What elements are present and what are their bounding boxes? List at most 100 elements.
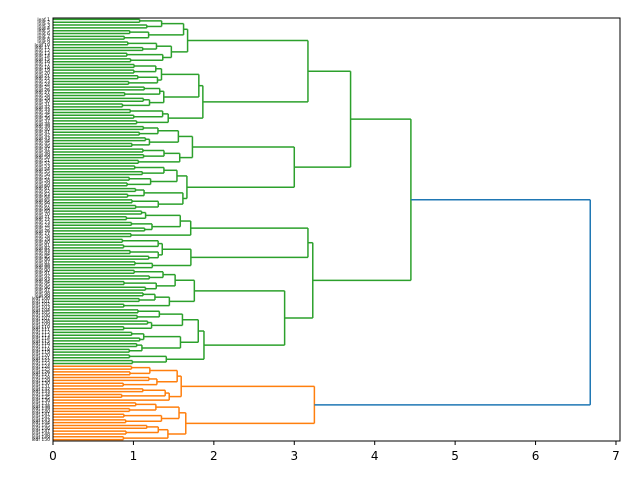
leaf-label: leaf 89 xyxy=(34,265,50,271)
leaf-label: leaf 53 xyxy=(34,164,50,170)
leaf-label: leaf 93 xyxy=(34,276,50,282)
x-tick-label: 6 xyxy=(532,449,540,463)
leaf-label: leaf 114 xyxy=(32,336,51,342)
leaf-label: leaf 115 xyxy=(32,338,51,344)
leaf-label: leaf 119 xyxy=(32,350,51,356)
leaf-label: leaf 45 xyxy=(34,141,50,147)
leaf-label: leaf 8 xyxy=(37,37,50,43)
leaf-label: leaf 143 xyxy=(32,417,51,423)
leaf-label: leaf 97 xyxy=(34,288,50,294)
leaf-label: leaf 56 xyxy=(34,172,50,178)
leaf-label: leaf 92 xyxy=(34,274,50,280)
leaf-label: leaf 18 xyxy=(34,65,50,71)
leaf-label: leaf 75 xyxy=(34,226,50,232)
leaf-label: leaf 134 xyxy=(32,392,51,398)
leaf-label: leaf 135 xyxy=(32,395,51,401)
leaf-label: leaf 29 xyxy=(34,96,50,102)
leaf-label: leaf 60 xyxy=(34,183,50,189)
leaf-label: leaf 67 xyxy=(34,203,50,209)
leaf-label: leaf 17 xyxy=(34,62,50,68)
leaf-label: leaf 95 xyxy=(34,282,50,288)
leaf-label: leaf 145 xyxy=(32,423,51,429)
x-tick-label: 3 xyxy=(290,449,298,463)
leaf-label: leaf 72 xyxy=(34,217,50,223)
leaf-label: leaf 84 xyxy=(34,251,50,257)
leaf-label: leaf 4 xyxy=(37,25,50,31)
leaf-label: leaf 52 xyxy=(34,161,50,167)
leaf-label: leaf 26 xyxy=(34,87,50,93)
leaf-label: leaf 36 xyxy=(34,116,50,122)
x-tick-label: 2 xyxy=(210,449,218,463)
leaf-label: leaf 38 xyxy=(34,121,50,127)
leaf-label: leaf 103 xyxy=(32,305,51,311)
leaf-label: leaf 12 xyxy=(34,48,50,54)
leaf-label: leaf 40 xyxy=(34,127,50,133)
merge-root xyxy=(314,199,591,406)
x-tick-label: 1 xyxy=(130,449,138,463)
leaf-label: leaf 50 xyxy=(34,155,50,161)
leaf-label: leaf 91 xyxy=(34,271,50,277)
leaf-label: leaf 33 xyxy=(34,107,50,113)
leaf-label: leaf 79 xyxy=(34,237,50,243)
leaf-label: leaf 107 xyxy=(32,316,51,322)
leaf-label: leaf 118 xyxy=(32,347,51,353)
leaf-label: leaf 77 xyxy=(34,231,50,237)
leaf-label: leaf 43 xyxy=(34,135,50,141)
leaf-label: leaf 30 xyxy=(34,99,50,105)
leaf-label: leaf 128 xyxy=(32,375,51,381)
leaf-label: leaf 132 xyxy=(32,386,51,392)
leaf-label: leaf 13 xyxy=(34,51,50,57)
leaf-label: leaf 37 xyxy=(34,118,50,124)
leaf-label: leaf 19 xyxy=(34,68,50,74)
leaf-label: leaf 127 xyxy=(32,372,51,378)
leaf-label: leaf 39 xyxy=(34,124,50,130)
leaf-label: leaf 82 xyxy=(34,245,50,251)
leaf-label: leaf 64 xyxy=(34,195,50,201)
leaf-label: leaf 35 xyxy=(34,113,50,119)
leaf-label: leaf 85 xyxy=(34,254,50,260)
leaf-label: leaf 88 xyxy=(34,262,50,268)
leaf-label: leaf 28 xyxy=(34,93,50,99)
leaf-label: leaf 25 xyxy=(34,85,50,91)
leaf-label: leaf 24 xyxy=(34,82,50,88)
leaf-label: leaf 90 xyxy=(34,268,50,274)
leaf-label: leaf 130 xyxy=(32,381,51,387)
leaf-label: leaf 149 xyxy=(32,434,51,440)
leaf-label: leaf 23 xyxy=(34,79,50,85)
x-tick-label: 4 xyxy=(371,449,379,463)
dendrogram-links xyxy=(53,18,591,441)
leaf-label: leaf 110 xyxy=(32,324,51,330)
leaf-label: leaf 106 xyxy=(32,313,51,319)
leaf-label: leaf 112 xyxy=(32,330,51,336)
leaf-label: leaf 32 xyxy=(34,104,50,110)
leaf-label: leaf 62 xyxy=(34,189,50,195)
leaf-label: leaf 104 xyxy=(32,307,51,313)
leaf-label: leaf 69 xyxy=(34,209,50,215)
leaf-label: leaf 78 xyxy=(34,234,50,240)
leaf-label: leaf 125 xyxy=(32,367,51,373)
leaf-label: leaf 21 xyxy=(34,73,50,79)
leaf-label: leaf 150 xyxy=(32,437,51,443)
leaf-label: leaf 49 xyxy=(34,152,50,158)
leaf-label: leaf 2 xyxy=(37,20,50,26)
leaf-label: leaf 116 xyxy=(32,341,51,347)
leaf-label: leaf 111 xyxy=(32,327,51,333)
leaf-label: leaf 137 xyxy=(32,400,51,406)
leaf-label: leaf 1 xyxy=(37,17,50,23)
leaf-label: leaf 73 xyxy=(34,220,50,226)
leaf-label: leaf 100 xyxy=(32,296,51,302)
leaf-label: leaf 71 xyxy=(34,214,50,220)
x-tick-label: 0 xyxy=(49,449,57,463)
leaf-label: leaf 109 xyxy=(32,321,51,327)
leaf-label: leaf 98 xyxy=(34,290,50,296)
leaf-label: leaf 34 xyxy=(34,110,50,116)
leaf-label: leaf 9 xyxy=(37,39,50,45)
leaf-label: leaf 48 xyxy=(34,149,50,155)
leaf-label: leaf 63 xyxy=(34,192,50,198)
leaf-label: leaf 51 xyxy=(34,158,50,164)
leaf-label: leaf 44 xyxy=(34,138,50,144)
leaf-label: leaf 139 xyxy=(32,406,51,412)
leaf-label: leaf 148 xyxy=(32,431,51,437)
leaf-label: leaf 99 xyxy=(34,293,50,299)
leaf-label: leaf 147 xyxy=(32,429,51,435)
